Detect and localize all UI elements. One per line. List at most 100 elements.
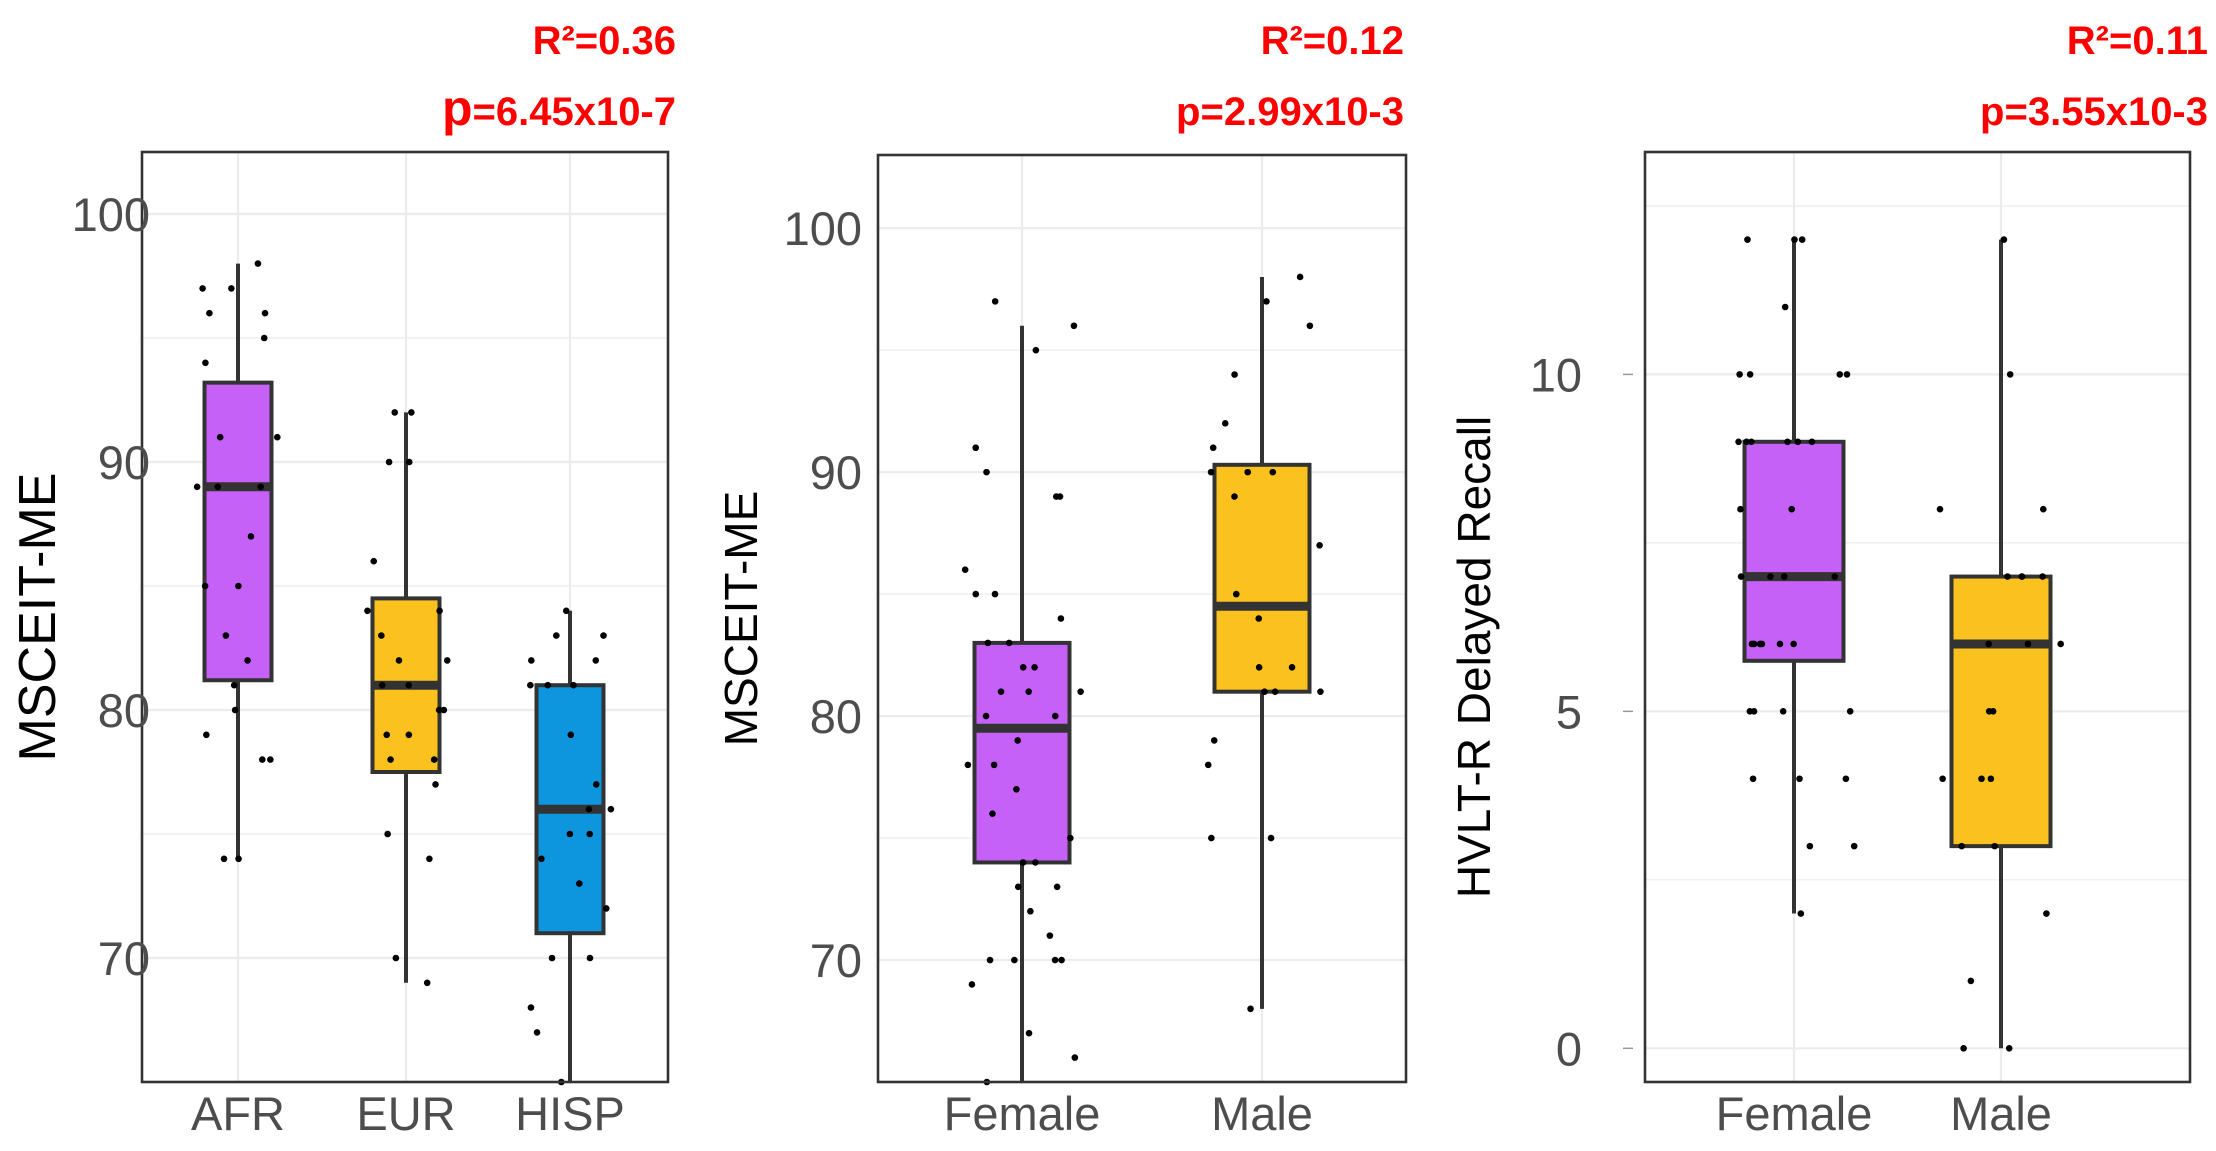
data-point (1210, 737, 1218, 744)
data-point (274, 433, 281, 441)
data-point (1053, 883, 1061, 891)
data-point (1737, 505, 1744, 513)
y-axis-label: HVLT-R Delayed Recall (1448, 416, 1500, 898)
data-point (1836, 371, 1844, 378)
data-point (202, 359, 209, 367)
data-point (391, 409, 399, 416)
data-point (1208, 834, 1215, 842)
data-point (968, 981, 976, 988)
data-point (570, 681, 577, 689)
data-point (247, 533, 255, 540)
data-point (566, 830, 574, 838)
data-point (1788, 505, 1796, 513)
stat-p: p=3.55x10-3 (1980, 90, 2208, 134)
data-point (1317, 688, 1324, 695)
data-point (1796, 775, 1803, 783)
data-point (1767, 573, 1774, 580)
data-point (1808, 438, 1816, 446)
data-point (1743, 438, 1750, 446)
x-tick-label: Female (944, 1087, 1101, 1140)
x-tick-label: Male (1211, 1087, 1313, 1140)
data-point (991, 298, 999, 305)
data-point (576, 880, 583, 887)
data-point (1221, 420, 1229, 427)
data-point (423, 979, 431, 987)
y-tick-label: 10 (1530, 348, 1582, 401)
panel-border (1643, 150, 2192, 1084)
data-point (1271, 688, 1279, 695)
data-point (961, 566, 969, 574)
y-axis-label: MSCEIT-ME (715, 491, 767, 747)
data-point (1204, 761, 1212, 769)
data-point (244, 657, 251, 664)
data-point (1758, 640, 1766, 648)
box-body (202, 380, 274, 683)
data-point (405, 681, 413, 689)
data-point (230, 681, 238, 689)
data-point (261, 309, 269, 317)
data-point (267, 756, 274, 763)
data-point (528, 657, 535, 664)
data-point (1261, 688, 1268, 695)
stat-r2: R²=0.36 (533, 19, 676, 63)
data-point (603, 905, 610, 912)
data-point (1735, 438, 1742, 446)
y-tick-label: 70 (98, 932, 150, 985)
data-point (1014, 883, 1022, 891)
box-eur (364, 409, 451, 987)
y-tick-label: 80 (810, 690, 862, 743)
panel-border (876, 153, 1408, 1084)
data-point (1071, 1054, 1079, 1061)
panel-border (140, 150, 670, 1084)
data-point (235, 855, 242, 863)
data-point (2000, 236, 2008, 243)
data-point (986, 956, 994, 964)
data-point (440, 706, 448, 714)
data-point (592, 781, 600, 788)
data-point (364, 607, 371, 615)
data-point (607, 805, 615, 813)
data-point (383, 731, 391, 739)
data-point (1077, 688, 1084, 695)
data-point (1232, 590, 1240, 598)
data-point (385, 458, 393, 466)
data-point (1776, 640, 1784, 648)
data-point (1025, 1029, 1033, 1037)
data-point (1019, 859, 1027, 866)
data-point (990, 761, 998, 769)
y-tick-label: 70 (810, 934, 862, 987)
data-point (1780, 573, 1788, 580)
data-point (1749, 775, 1757, 783)
data-point (1748, 640, 1756, 648)
data-point (384, 830, 391, 838)
data-point (206, 309, 213, 317)
data-point (1267, 834, 1275, 842)
data-point (1985, 640, 1992, 648)
box-body (1212, 462, 1312, 694)
x-tick-label: EUR (356, 1087, 455, 1140)
data-point (2057, 640, 2064, 648)
data-point (1794, 438, 1802, 446)
data-point (984, 639, 992, 647)
box-male (1936, 236, 2064, 1052)
data-point (405, 731, 413, 739)
data-point (586, 830, 593, 838)
data-point (1846, 708, 1854, 715)
data-point (983, 468, 990, 476)
data-point (997, 688, 1005, 695)
box-body (1949, 574, 2053, 849)
x-tick-label: Female (1716, 1087, 1873, 1140)
data-point (544, 681, 552, 689)
data-point (1958, 842, 1965, 850)
data-point (1991, 842, 1998, 850)
data-point (228, 285, 235, 292)
data-point (562, 607, 570, 615)
data-point (1296, 273, 1304, 281)
box-afr (193, 260, 281, 863)
data-point (216, 433, 224, 441)
data-point (1070, 322, 1078, 330)
data-point (1027, 907, 1034, 915)
data-point (201, 582, 209, 590)
data-point (378, 632, 385, 639)
data-point (214, 483, 222, 491)
